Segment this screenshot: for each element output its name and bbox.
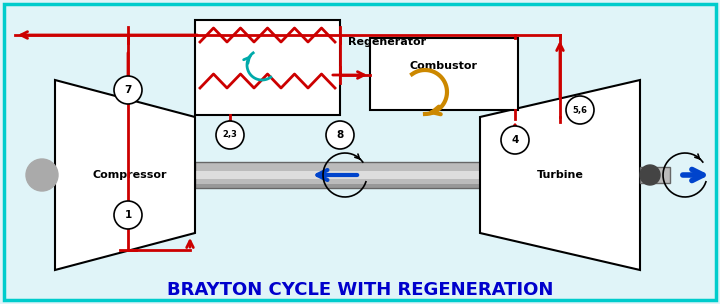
Text: 8: 8 (336, 130, 343, 140)
Text: 4: 4 (511, 135, 518, 145)
Text: 5,6: 5,6 (572, 105, 588, 115)
Circle shape (326, 121, 354, 149)
Bar (195, 171, 480, 179)
Bar (370, 38, 518, 110)
Text: 1: 1 (125, 210, 132, 220)
Circle shape (640, 165, 660, 185)
Bar (195, 162, 480, 188)
Polygon shape (55, 80, 195, 270)
Polygon shape (480, 80, 640, 270)
Bar (195, 184, 480, 188)
Text: Turbine: Turbine (536, 170, 583, 180)
Circle shape (566, 96, 594, 124)
Circle shape (26, 159, 58, 191)
Text: Compressor: Compressor (93, 170, 167, 180)
Circle shape (501, 126, 529, 154)
Text: 2,3: 2,3 (222, 130, 238, 140)
Circle shape (114, 201, 142, 229)
Circle shape (114, 76, 142, 104)
Text: BRAYTON CYCLE WITH REGENERATION: BRAYTON CYCLE WITH REGENERATION (167, 281, 553, 299)
Circle shape (216, 121, 244, 149)
Text: Regenerator: Regenerator (348, 37, 426, 47)
Bar (640, 167, 670, 183)
Text: Combustor: Combustor (410, 61, 478, 71)
Bar (195, 20, 340, 115)
Text: 7: 7 (125, 85, 132, 95)
